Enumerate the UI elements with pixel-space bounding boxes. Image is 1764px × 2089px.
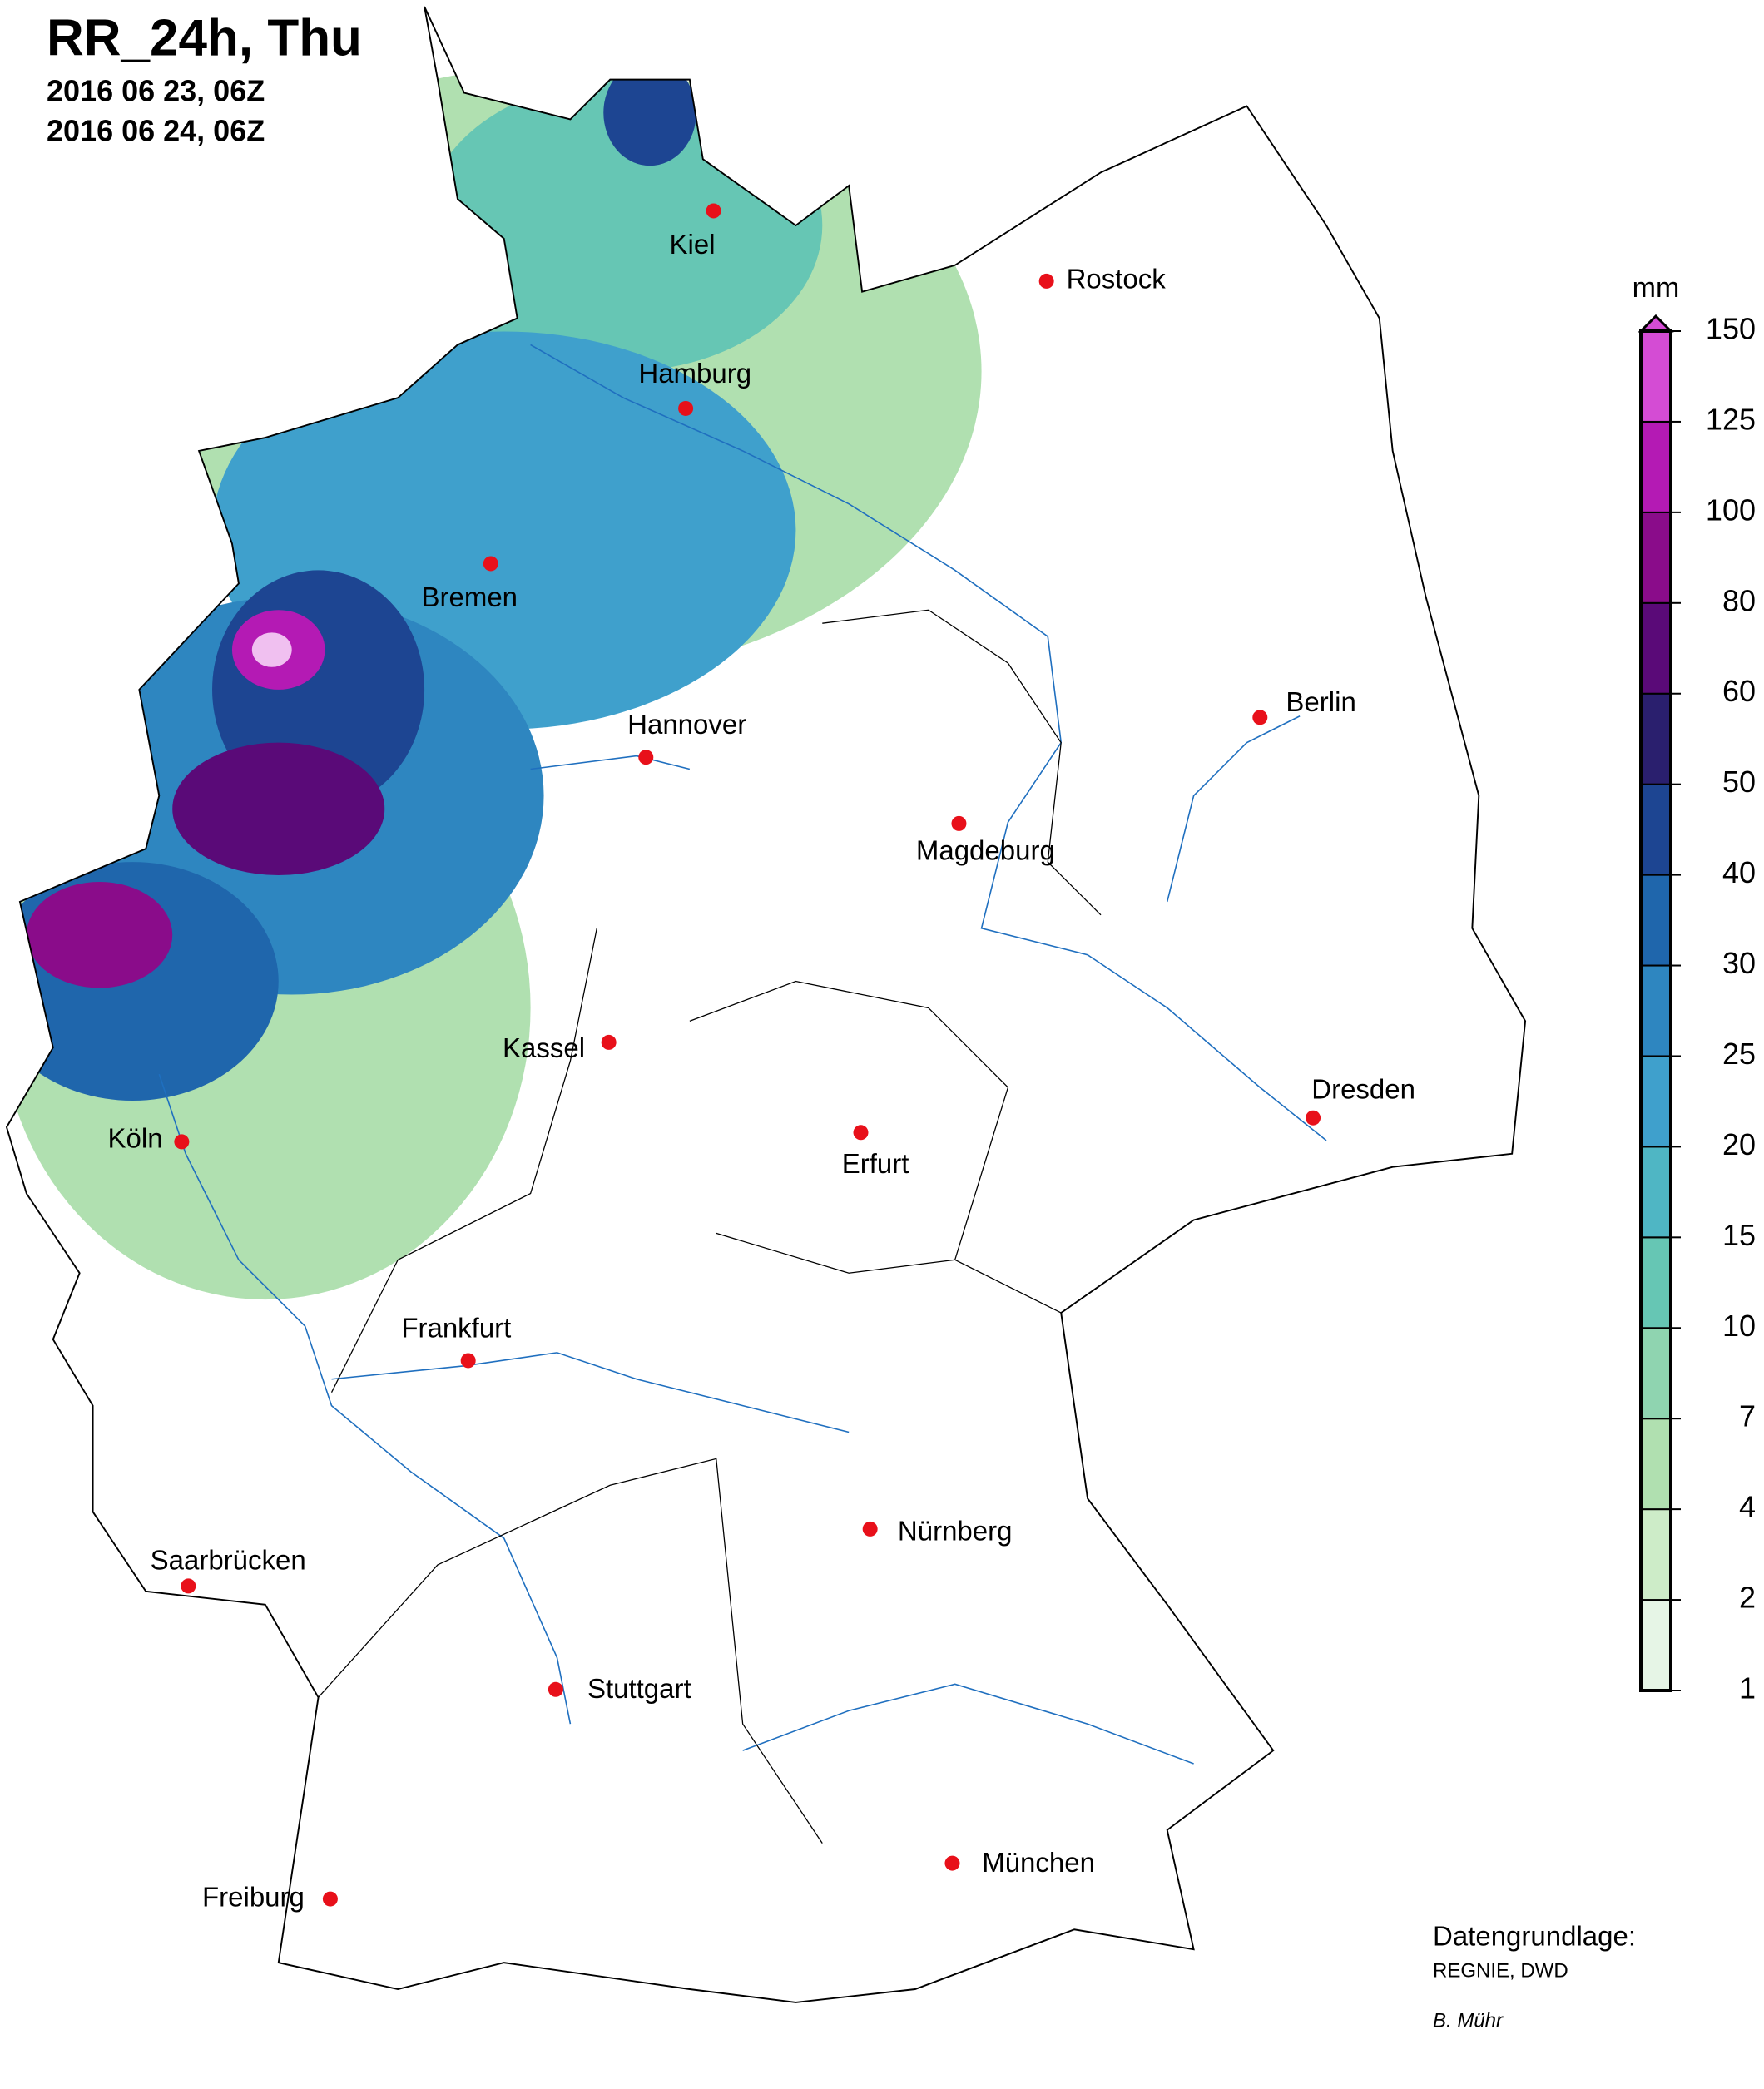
legend-arrow [1638, 314, 1674, 333]
city-marker [181, 1578, 196, 1594]
legend-swatch [1640, 1599, 1672, 1691]
legend-swatch [1640, 964, 1672, 1057]
city-marker [638, 750, 654, 765]
legend-frame [1639, 329, 1672, 1692]
legend-swatch [1640, 1508, 1672, 1601]
city-marker [601, 1034, 617, 1050]
city-label: Berlin [1286, 686, 1355, 717]
city-label: Saarbrücken [151, 1544, 306, 1575]
city-label: München [982, 1847, 1095, 1878]
city-marker [1038, 273, 1054, 289]
legend-swatch [1640, 874, 1672, 967]
city-label: Frankfurt [401, 1313, 511, 1344]
city-label: Erfurt [842, 1148, 909, 1179]
legend-swatch [1640, 1327, 1672, 1420]
city-label: Hannover [627, 709, 746, 740]
legend-swatch [1640, 1146, 1672, 1239]
city-label: Bremen [421, 582, 518, 612]
legend-swatch [1640, 330, 1672, 423]
city-label: Dresden [1311, 1074, 1415, 1105]
legend-swatch [1640, 1055, 1672, 1148]
city-marker [951, 815, 967, 831]
title: RR_24h, Thu [47, 9, 362, 67]
subtitle: 2016 06 23, 06Z [47, 74, 265, 108]
city-label: Kassel [503, 1032, 585, 1063]
legend-label: 2 [1739, 1581, 1756, 1615]
subtitle: 2016 06 24, 06Z [47, 114, 265, 148]
city-label: Köln [108, 1123, 163, 1154]
legend-label: 50 [1722, 765, 1756, 799]
city-label: Rostock [1067, 264, 1167, 295]
legend-swatch [1640, 783, 1672, 876]
legend-label: 10 [1722, 1309, 1756, 1343]
legend-label: 150 [1706, 312, 1756, 346]
state-borders [318, 609, 1102, 1844]
city-label: Kiel [670, 229, 716, 260]
legend-label: 100 [1706, 493, 1756, 527]
legend-swatch [1640, 692, 1672, 785]
legend-swatch [1640, 1418, 1672, 1511]
legend-label: 20 [1722, 1127, 1756, 1161]
city-marker [1252, 710, 1268, 725]
legend-label: 4 [1739, 1490, 1756, 1524]
credit: REGNIE, DWD [1433, 1959, 1568, 1982]
legend-swatch [1640, 420, 1672, 513]
city-marker [322, 1891, 338, 1907]
city-marker [483, 556, 498, 572]
legend-unit: mm [1633, 272, 1680, 304]
border [5, 6, 1527, 2003]
legend-swatch [1640, 1236, 1672, 1329]
map-layer [5, 6, 1527, 2003]
legend-label: 15 [1722, 1218, 1756, 1252]
credit: Datengrundlage: [1433, 1921, 1636, 1952]
city-marker [174, 1134, 190, 1150]
legend-label: 40 [1722, 855, 1756, 889]
legend-label: 60 [1722, 674, 1756, 708]
legend-label: 80 [1722, 583, 1756, 617]
city-label: Freiburg [202, 1881, 305, 1912]
legend-label: 1 [1739, 1671, 1756, 1705]
legend-label: 125 [1706, 402, 1756, 436]
city-marker [460, 1353, 476, 1369]
city-marker [706, 203, 721, 219]
legend-label: 7 [1739, 1399, 1756, 1433]
legend-label: 30 [1722, 946, 1756, 980]
city-label: Hamburg [638, 358, 751, 389]
precipitation [6, 59, 982, 1300]
legend-swatch [1640, 601, 1672, 695]
city-marker [1306, 1110, 1321, 1126]
legend-swatch [1640, 511, 1672, 604]
city-label: Magdeburg [916, 835, 1055, 866]
legend-label: 25 [1722, 1037, 1756, 1071]
city-marker [944, 1855, 960, 1871]
city-marker [853, 1125, 869, 1141]
city-marker [862, 1521, 878, 1537]
city-marker [678, 400, 694, 416]
city-marker [548, 1681, 563, 1697]
credit: B. Mühr [1433, 2009, 1504, 2032]
city-label: Stuttgart [587, 1673, 691, 1704]
city-label: Nürnberg [898, 1515, 1013, 1546]
